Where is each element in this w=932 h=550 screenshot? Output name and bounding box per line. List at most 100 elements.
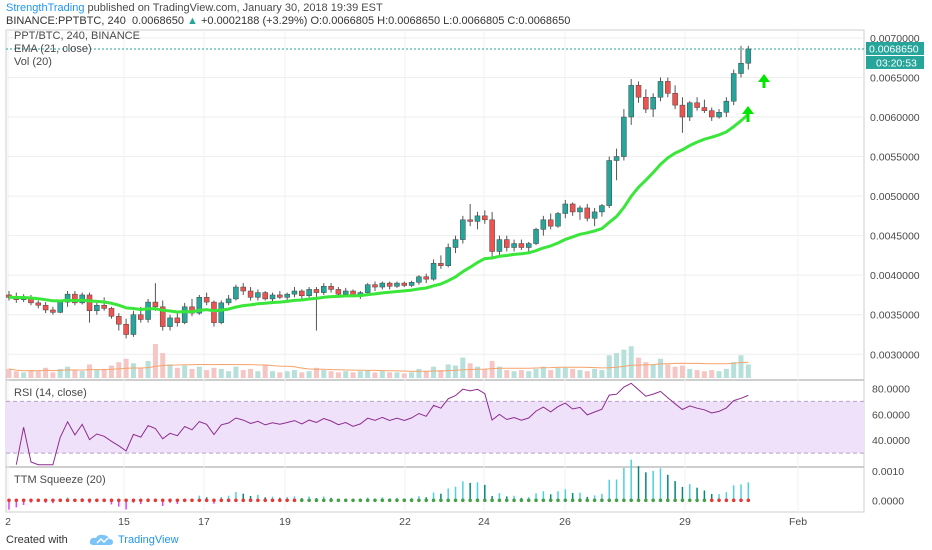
footer-brand[interactable]: TradingView [118,534,179,546]
candle-body [72,293,78,304]
time-axis-label: 26 [559,516,571,528]
candle-body [379,282,386,288]
candle-body [708,110,715,118]
candle [364,283,371,295]
volume-bar [431,366,437,378]
countdown-tag [866,55,924,69]
volume-bar [518,370,524,378]
squeeze-dot [409,498,414,503]
candle-body [460,219,466,240]
candle-body [277,294,283,298]
squeeze-dot [497,498,502,503]
candle [547,213,554,230]
candle [467,204,473,227]
candle [321,283,327,295]
squeeze-dot [475,498,480,503]
volume-bar [496,366,502,378]
candle-body [94,304,100,312]
volume-bar [72,370,78,378]
volume-bar [694,370,700,378]
volume-bar [482,368,488,378]
squeeze-dot [607,498,612,503]
candle [643,89,649,114]
time-axis-label: 15 [118,516,130,528]
squeeze-dot [680,498,685,503]
candle-body [145,301,151,320]
squeeze-dot [168,498,172,503]
candle [145,298,151,323]
volume-bar [343,371,349,378]
squeeze-dot [417,498,421,503]
rsi-axis-label: 80.0000 [872,383,910,395]
candle [379,281,386,290]
price-chart[interactable]: 0.0070000 0.0065000 0.0060000 0.0055000 0.00… [0,28,932,530]
candle [496,235,503,256]
candle-body [679,104,686,118]
squeeze-title: TTM Squeeze (20) [14,474,106,486]
candle [628,79,634,125]
candle [277,291,283,299]
volume-bar [28,370,34,378]
candle [6,291,12,301]
price-change: +0.0002188 (+3.29%) [200,15,308,27]
squeeze-dot [585,498,590,503]
candle-body [474,215,481,222]
volume-bar [138,367,144,378]
squeeze-dot [548,498,553,503]
candle [189,298,195,317]
candle-body [482,215,488,221]
squeeze-dot [109,498,114,503]
candle-body [203,297,210,303]
squeeze-panel [7,459,751,510]
squeeze-dot [285,498,289,503]
candle-body [284,293,290,298]
candle [408,280,415,288]
price-axis-label: 0.0045000 [870,231,920,243]
candle [233,284,239,301]
candle-body [511,243,517,248]
squeeze-dot [614,498,619,503]
time-axis-label: 22 [399,516,411,528]
squeeze-dot [43,498,48,503]
squeeze-dot [14,498,19,503]
squeeze-dot [219,498,224,503]
candle [50,306,56,315]
squeeze-dot [351,498,355,503]
legend-vol: Vol (20) [14,56,52,68]
squeeze-dot [29,498,33,503]
candle-body [650,96,656,110]
volume-bar [453,365,459,378]
author-link[interactable]: StrengthTrading [6,2,85,14]
squeeze-dot [153,498,158,503]
squeeze-dot [446,498,451,503]
candle [211,300,217,327]
volume-bar [35,371,41,378]
candle-body [525,243,532,248]
candle [42,302,49,314]
squeeze-dot [534,498,538,503]
candle-body [723,100,730,113]
volume-bar [182,365,188,378]
squeeze-dot [746,498,751,503]
squeeze-dot [314,498,319,503]
candle-body [299,290,305,296]
price-axis-label: 0.0055000 [870,152,920,164]
squeeze-dot [241,498,246,503]
volume-bar [6,368,12,378]
squeeze-dot [278,498,282,503]
candle-body [416,276,422,283]
volume-bar [628,346,634,378]
volume-bar [738,355,744,378]
volume-bar [350,372,356,378]
candle-body [423,276,429,280]
chart-grid [5,29,865,513]
squeeze-dot [490,498,494,503]
volume-bar [43,367,49,378]
candle-body [159,306,166,327]
candle-body [562,203,569,214]
price-axis-label: 0.0040000 [870,270,920,282]
candle-body [730,73,737,102]
squeeze-dot [629,498,633,503]
candle-body [167,317,173,327]
time-axis-label: 24 [478,516,490,528]
